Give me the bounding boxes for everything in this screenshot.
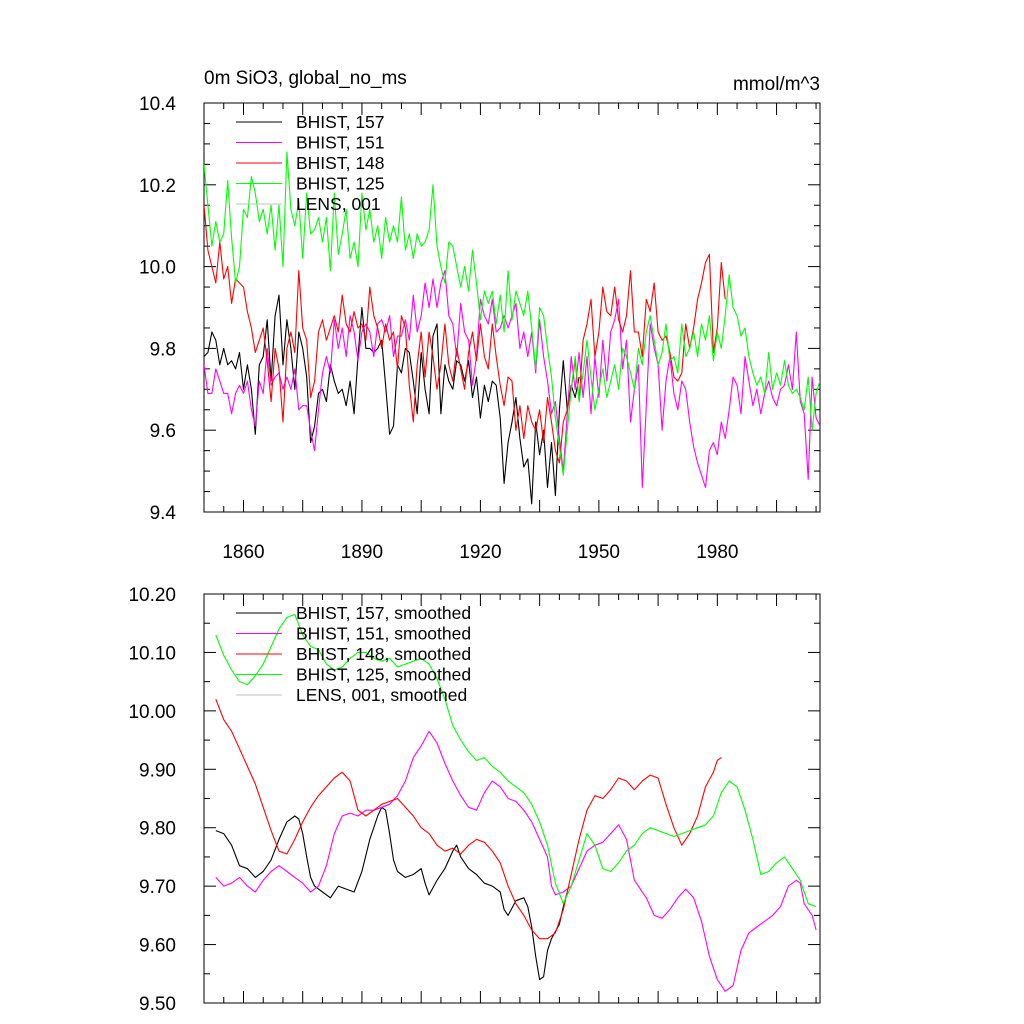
bottom-y-tick-label: 9.50	[139, 994, 176, 1015]
top-legend-label-4: LENS, 001	[296, 194, 381, 214]
top-legend-label-0: BHIST, 157	[296, 112, 385, 132]
top-y-tick-label: 9.8	[150, 339, 176, 360]
bottom-y-tick-label: 9.60	[139, 936, 176, 957]
top-panel: 9.4 9.6 9.8 10.0 10.2 10.4 1860 1890 1920 1950 198…	[139, 94, 821, 563]
top-series-line-0	[204, 294, 580, 505]
top-y-tick-label: 10.0	[139, 258, 176, 279]
top-legend-label-1: BHIST, 151	[296, 133, 385, 153]
bottom-y-tick-label: 9.70	[139, 877, 176, 898]
bottom-y-tick-label: 9.80	[139, 819, 176, 840]
bottom-y-tick-label: 10.20	[128, 585, 176, 606]
bottom-series-line-2	[215, 699, 722, 940]
bottom-legend-label-1: BHIST, 151, smoothed	[296, 624, 471, 644]
top-series-line-1	[204, 270, 820, 489]
bottom-y-tick-label: 10.10	[128, 643, 176, 664]
top-series-line-3	[204, 151, 820, 476]
top-legend-label-2: BHIST, 148	[296, 153, 385, 173]
top-series-group	[204, 151, 820, 505]
bottom-legend-label-0: BHIST, 157, smoothed	[296, 603, 471, 623]
bottom-series-group	[215, 613, 817, 992]
top-x-tick-label: 1920	[459, 542, 501, 563]
bottom-y-tick-label: 10.00	[128, 702, 176, 723]
top-series-line-2	[204, 205, 726, 464]
bottom-series-line-3	[215, 613, 817, 908]
top-x-tick-label: 1950	[578, 542, 620, 563]
top-x-tick-label: 1860	[222, 542, 264, 563]
bottom-legend-label-4: LENS, 001, smoothed	[296, 685, 467, 705]
chart-units: mmol/m^3	[733, 74, 820, 95]
top-x-tick-label: 1980	[696, 542, 738, 563]
top-legend-label-3: BHIST, 125	[296, 174, 385, 194]
bottom-series-line-1	[215, 730, 817, 992]
bottom-panel: 9.50 9.60 9.70 9.80 9.90 10.00 10.10 10.20 BHIST…	[128, 585, 821, 1015]
top-y-tick-label: 10.4	[139, 94, 176, 115]
bottom-y-tick-label: 9.90	[139, 760, 176, 781]
bottom-legend-label-2: BHIST, 148, smoothed	[296, 644, 471, 664]
bottom-series-line-0	[215, 806, 568, 981]
top-y-tick-label: 10.2	[139, 176, 176, 197]
top-y-tick-label: 9.4	[150, 503, 177, 524]
top-y-tick-label: 9.6	[150, 421, 176, 442]
bottom-legend-label-3: BHIST, 125, smoothed	[296, 665, 471, 685]
top-x-tick-label: 1890	[341, 542, 383, 563]
chart-title: 0m SiO3, global_no_ms	[204, 68, 407, 89]
